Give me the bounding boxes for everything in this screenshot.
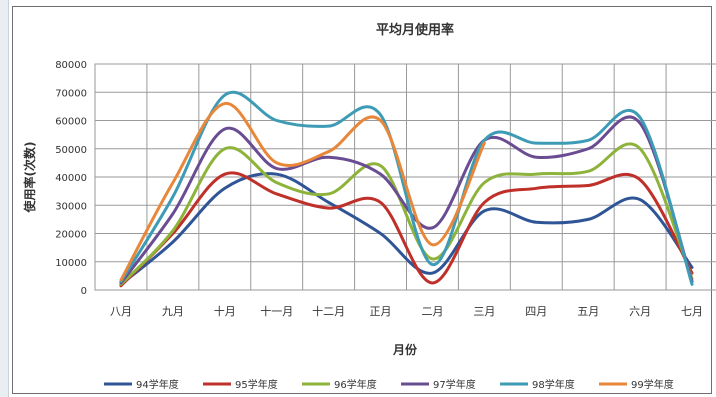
y-tick-label: 30000 [55,201,87,212]
y-tick-label: 50000 [55,145,87,156]
y-tick-labels: 0 10000 20000 30000 40000 50000 60000 70000 8000… [55,60,87,297]
series-lines [119,90,694,288]
y-tick-label: 20000 [55,230,87,241]
y-tick-label: 80000 [55,60,87,71]
legend-label: 96学年度 [334,378,377,391]
y-tick-label: 60000 [55,117,87,128]
x-tick-label: 七月 [681,305,703,318]
x-axis-label: 月份 [392,342,418,357]
grid-lines [94,63,716,291]
series-line [119,102,486,282]
legend-label: 98学年度 [532,378,575,391]
legend: 94学年度 95学年度 96学年度 97学年度 98学年度 99学年度 [104,378,674,391]
series-line [119,90,694,286]
x-tick-label: 八月 [110,305,132,318]
x-tick-label: 六月 [629,305,651,318]
left-edge-bar [0,0,9,397]
x-tick-label: 十月 [214,304,236,318]
x-tick-labels: 八月 九月 十月 十一月 十二月 正月 二月 三月 四月 五月 六月 七月 [110,304,703,318]
x-tick-label: 二月 [421,305,443,318]
legend-label: 97学年度 [433,378,476,391]
legend-label: 95学年度 [235,378,278,391]
x-tick-label: 九月 [162,305,184,318]
legend-label: 99学年度 [631,378,674,391]
legend-label: 94学年度 [136,378,179,391]
series-line [119,142,694,286]
x-tick-label: 三月 [473,305,495,318]
x-tick-label: 正月 [370,305,392,318]
y-axis-label: 使用率(次数) [22,142,37,214]
y-tick-label: 70000 [55,88,87,99]
series-line [119,171,694,288]
chart-title: 平均月使用率 [376,22,454,38]
x-tick-label: 五月 [577,305,599,318]
y-tick-label: 10000 [55,258,87,269]
x-tick-label: 十一月 [260,304,293,318]
x-tick-label: 十二月 [312,304,345,318]
y-tick-label: 0 [81,286,87,297]
y-tick-label: 40000 [55,173,87,184]
x-tick-label: 四月 [525,305,547,318]
